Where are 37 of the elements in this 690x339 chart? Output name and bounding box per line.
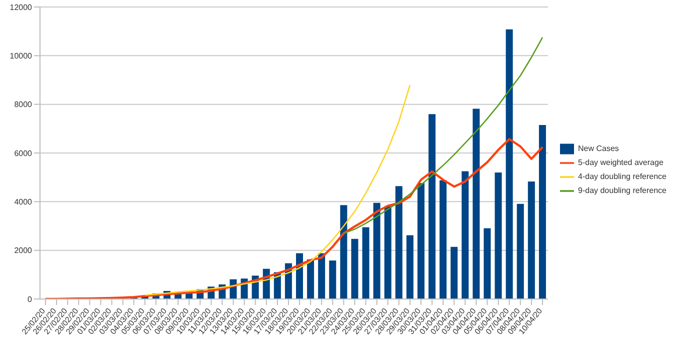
- bar: [440, 180, 447, 299]
- y-tick-label: 12000: [10, 2, 33, 12]
- bar: [329, 260, 336, 299]
- line-series: [343, 36, 544, 234]
- bar: [462, 171, 469, 299]
- y-tick-label: 8000: [14, 100, 33, 110]
- bar: [484, 228, 491, 299]
- bar: [538, 125, 546, 299]
- bar: [340, 205, 348, 299]
- legend-label: New Cases: [578, 144, 619, 153]
- line-series: [44, 138, 544, 299]
- y-tick-label: 2000: [14, 246, 33, 256]
- bar: [406, 235, 414, 299]
- bar: [516, 204, 524, 299]
- bar: [428, 114, 436, 299]
- bar: [417, 183, 424, 299]
- bar: [472, 108, 480, 299]
- bar: [318, 253, 326, 299]
- bar: [373, 202, 380, 299]
- legend-label: 5-day weighted average: [578, 158, 664, 167]
- y-tick-label: 4000: [14, 198, 33, 207]
- y-tick-label: 0: [28, 294, 33, 304]
- y-tick-label: 10000: [10, 52, 33, 61]
- bar: [494, 172, 502, 299]
- bar: [395, 186, 402, 299]
- line-series: [144, 84, 411, 296]
- bar: [362, 227, 370, 299]
- bar: [506, 29, 513, 299]
- legend-label: 4-day doubling reference: [578, 172, 667, 181]
- y-tick-label: 6000: [14, 148, 33, 158]
- bar: [384, 206, 392, 299]
- bar: [528, 181, 535, 299]
- bar: [307, 259, 314, 299]
- bar: [450, 246, 458, 299]
- bar: [351, 238, 358, 299]
- bar: [296, 253, 303, 299]
- legend-label: 9-day doubling reference: [578, 186, 667, 195]
